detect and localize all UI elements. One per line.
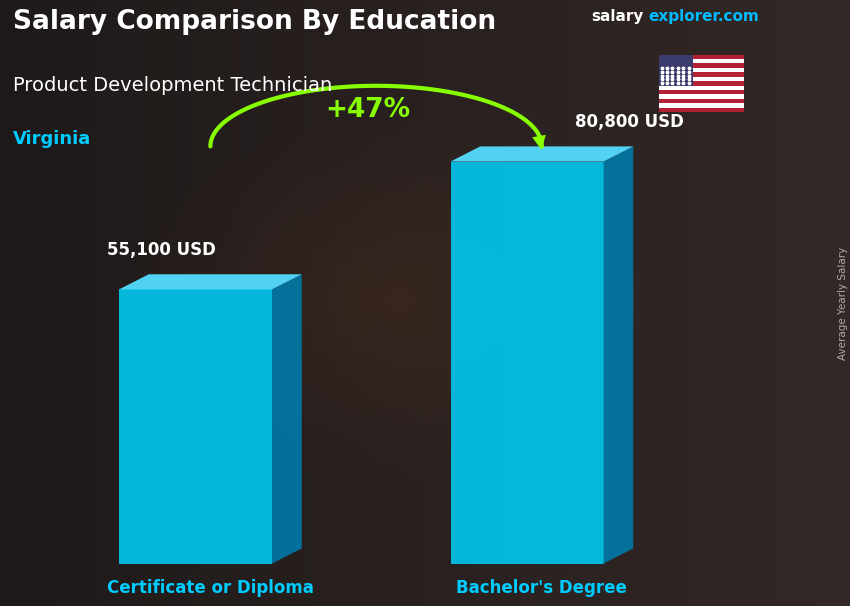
Polygon shape xyxy=(119,290,272,564)
Text: salary: salary xyxy=(591,9,643,24)
Bar xyxy=(659,99,744,103)
Polygon shape xyxy=(450,162,604,564)
Bar xyxy=(659,103,744,108)
Text: Salary Comparison By Education: Salary Comparison By Education xyxy=(13,9,496,35)
Text: 80,800 USD: 80,800 USD xyxy=(575,113,683,132)
Bar xyxy=(659,68,744,72)
Bar xyxy=(659,81,744,85)
Polygon shape xyxy=(604,147,633,564)
Text: Virginia: Virginia xyxy=(13,130,91,148)
Bar xyxy=(659,72,744,77)
Text: explorer.com: explorer.com xyxy=(649,9,759,24)
Bar xyxy=(659,90,744,95)
Polygon shape xyxy=(272,275,302,564)
Polygon shape xyxy=(450,147,633,162)
Bar xyxy=(659,77,744,81)
Bar xyxy=(659,64,744,68)
Bar xyxy=(659,108,744,112)
Bar xyxy=(659,55,693,85)
Text: +47%: +47% xyxy=(325,97,411,123)
Text: Average Yearly Salary: Average Yearly Salary xyxy=(838,247,848,359)
Bar xyxy=(659,55,744,59)
Text: Certificate or Diploma: Certificate or Diploma xyxy=(107,579,314,597)
Polygon shape xyxy=(119,275,302,290)
Bar xyxy=(659,59,744,64)
Bar xyxy=(659,95,744,99)
Text: 55,100 USD: 55,100 USD xyxy=(107,241,216,259)
Text: Bachelor's Degree: Bachelor's Degree xyxy=(456,579,627,597)
Text: Product Development Technician: Product Development Technician xyxy=(13,76,332,95)
Bar xyxy=(659,85,744,90)
